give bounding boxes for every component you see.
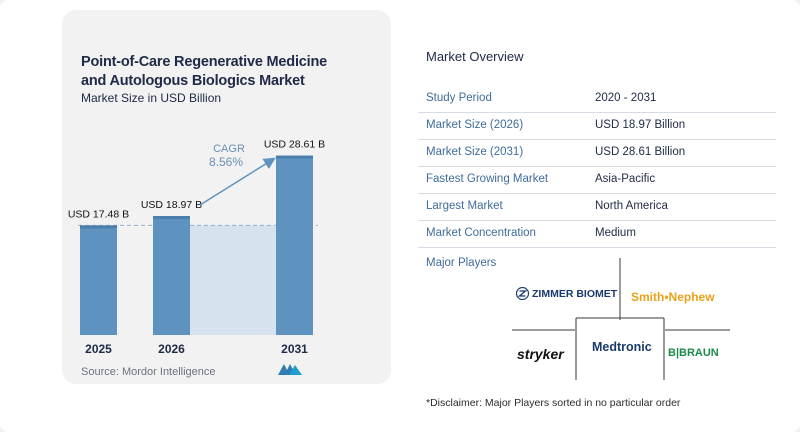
x-tick-2026: 2026 xyxy=(158,342,185,356)
row-value: 2020 - 2031 xyxy=(595,92,657,104)
stryker-logo: stryker xyxy=(517,346,564,362)
overview-row: Study Period 2020 - 2031 xyxy=(418,86,776,113)
source-name: Mordor Intelligence xyxy=(121,366,216,378)
chart-subtitle: Market Size in USD Billion xyxy=(81,91,222,105)
players-title: Major Players xyxy=(426,257,497,269)
data-label-2026: USD 18.97 B xyxy=(141,199,202,211)
row-value: North America xyxy=(595,200,668,212)
cagr-value: 8.56% xyxy=(209,155,243,169)
row-value: USD 18.97 Billion xyxy=(595,119,686,131)
bar-2025 xyxy=(80,225,117,335)
row-label: Market Size (2026) xyxy=(426,119,524,131)
data-label-2031: USD 28.61 B xyxy=(264,139,325,151)
medtronic-logo: Medtronic xyxy=(592,340,652,354)
row-label: Largest Market xyxy=(426,200,503,212)
cagr-arrow xyxy=(199,157,276,206)
overview-row: Fastest Growing Market Asia-Pacific xyxy=(418,167,776,194)
overview-row: Market Concentration Medium xyxy=(418,221,776,248)
row-label: Fastest Growing Market xyxy=(426,173,549,185)
source-prefix: Source: xyxy=(81,366,119,378)
chart-title: Point-of-Care Regenerative Medicine and … xyxy=(81,54,327,89)
row-value: Asia-Pacific xyxy=(595,173,656,185)
x-tick-2031: 2031 xyxy=(281,342,308,356)
bar-cap-2031 xyxy=(276,155,313,159)
zimmer-biomet-label: ZIMMER BIOMET xyxy=(532,287,618,300)
zimmer-z-icon xyxy=(516,287,529,300)
data-label-2025: USD 17.48 B xyxy=(68,208,129,220)
x-tick-2025: 2025 xyxy=(85,342,112,356)
row-label: Study Period xyxy=(426,92,492,104)
row-value: Medium xyxy=(595,227,636,239)
bar-chart: USD 17.48 B 2025 USD 18.97 B 2026 USD 28.61 … xyxy=(68,139,325,356)
overview-table: Study Period 2020 - 2031 Market Size (202… xyxy=(418,86,776,248)
cagr-label: CAGR xyxy=(213,143,245,155)
mordor-logo-icon xyxy=(278,364,302,375)
overview-row: Market Size (2031) USD 28.61 Billion xyxy=(418,140,776,167)
row-label: Market Size (2031) xyxy=(426,146,524,158)
growth-highlight-area xyxy=(190,225,276,335)
row-value: USD 28.61 Billion xyxy=(595,146,686,158)
overview-title: Market Overview xyxy=(426,49,524,64)
row-label: Market Concentration xyxy=(426,227,536,239)
overview-row: Market Size (2026) USD 18.97 Billion xyxy=(418,113,776,140)
bar-cap-2026 xyxy=(153,216,190,220)
chart-source: Source: Mordor Intelligence xyxy=(81,366,216,378)
bar-cap-2025 xyxy=(80,225,117,229)
bar-2026 xyxy=(153,216,190,335)
overview-row: Largest Market North America xyxy=(418,194,776,221)
smith-nephew-logo: Smith•Nephew xyxy=(631,290,715,304)
bar-2031 xyxy=(276,155,313,335)
zimmer-biomet-logo: ZIMMER BIOMET xyxy=(516,287,617,300)
disclaimer: *Disclaimer: Major Players sorted in no … xyxy=(426,397,681,409)
bbraun-logo: B|BRAUN xyxy=(668,347,719,359)
